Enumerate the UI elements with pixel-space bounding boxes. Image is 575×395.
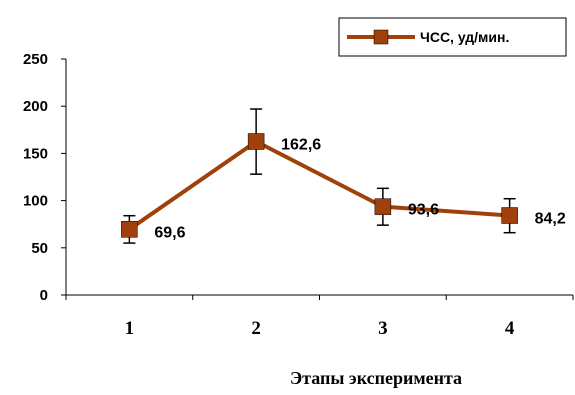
x-tick-label: 1: [125, 318, 135, 339]
data-label: 84,2: [535, 211, 566, 228]
data-label: 69,6: [154, 224, 185, 241]
data-labels: 69,6 162,6 93,6 84,2: [154, 137, 565, 242]
data-point-marker: [247, 133, 265, 150]
legend: ЧСС, уд/мин.: [338, 17, 567, 57]
x-tick-label: 3: [378, 318, 388, 339]
axes: [65, 59, 573, 296]
data-label: 162,6: [281, 137, 321, 154]
y-tick-label: 200: [23, 98, 48, 115]
legend-marker-square: [373, 29, 389, 45]
data-point-marker: [121, 221, 138, 238]
x-axis-title: Этапы эксперимента: [290, 368, 462, 388]
y-tick-label: 150: [23, 145, 48, 162]
y-ticks: 0 50 100 150 200 250: [23, 51, 66, 304]
series-line: [128, 139, 510, 231]
y-tick-label: 250: [23, 51, 48, 68]
y-tick-label: 0: [40, 287, 48, 304]
series: [121, 133, 518, 238]
x-tick-label: 2: [251, 318, 261, 339]
y-tick-label: 50: [31, 240, 48, 257]
y-tick-label: 100: [23, 193, 48, 210]
x-ticks: 1 2 3 4: [65, 295, 574, 339]
data-point-marker: [374, 198, 392, 215]
x-tick-label: 4: [505, 318, 515, 339]
data-label: 93,6: [408, 202, 439, 219]
legend-series-name: ЧСС, уд/мин.: [420, 29, 509, 45]
data-point-marker: [501, 207, 518, 224]
